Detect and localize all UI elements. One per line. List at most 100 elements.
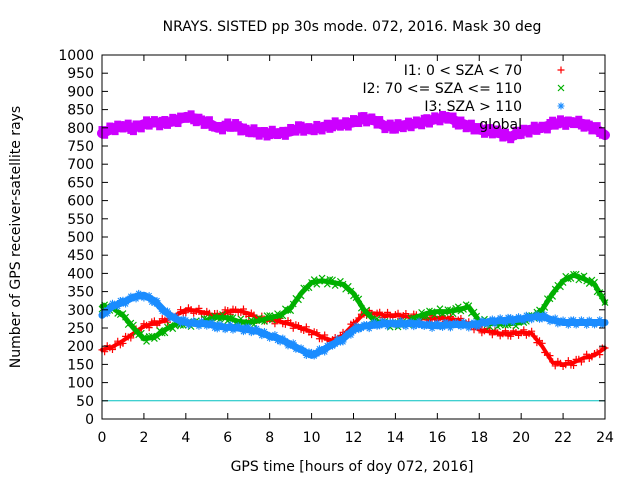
data-point [247,329,255,337]
data-point [103,127,111,135]
data-point [475,322,483,330]
data-point [108,299,116,307]
data-point [480,130,488,138]
data-point [239,305,247,313]
data-point [410,120,418,128]
data-point [179,315,187,323]
data-point [177,306,185,314]
data-point [122,313,130,321]
data-point [394,309,402,317]
data-point [101,131,109,139]
data-point [171,115,179,123]
data-point [407,124,415,132]
data-point [465,324,473,332]
series-2 [98,289,609,360]
data-point [418,308,426,316]
data-point [384,323,392,331]
data-point [447,306,454,314]
data-point [528,127,536,135]
y-tick-label: 100 [67,376,94,392]
data-point [365,311,373,319]
data-point [355,295,363,303]
data-point [198,115,206,123]
data-point [467,119,475,127]
data-point [263,312,271,320]
data-point [543,295,551,303]
y-axis-label: Number of GPS receiver-satellite rays [8,106,24,368]
data-point [315,345,323,353]
data-point [370,117,378,125]
data-point [373,121,381,129]
data-point [350,327,357,335]
data-point [567,275,575,282]
data-point [329,276,336,284]
data-point [234,322,242,330]
data-point [423,320,431,328]
data-point [418,322,426,330]
legend-label: I1: 0 < SZA < 70 [404,63,522,79]
data-point [145,292,153,300]
data-point [297,121,305,129]
data-point [551,362,559,370]
data-point [549,292,557,300]
data-point [224,118,232,126]
data-point [591,278,598,286]
data-point [260,127,268,135]
data-point [415,317,423,325]
data-point [528,327,536,335]
x-tick-label: 20 [512,430,530,446]
y-tick-label: 900 [67,84,94,100]
data-point [334,335,342,343]
data-point [266,132,274,140]
data-point [302,323,310,331]
data-point [402,323,410,331]
data-point [446,324,454,332]
data-point [166,314,174,322]
data-point [224,324,232,332]
data-point [365,325,373,333]
data-point [331,117,339,125]
y-tick-label: 250 [67,321,94,337]
data-point [376,308,384,316]
data-point [198,317,206,325]
data-point [528,316,536,324]
data-point [520,317,528,325]
data-point [203,120,211,128]
data-point [549,116,557,124]
data-point [583,350,591,358]
data-point [428,324,436,332]
data-point [258,332,266,340]
legend-marker [557,102,565,110]
data-point [127,292,135,300]
data-point [342,117,350,125]
data-point [551,285,559,293]
data-point [148,120,156,128]
data-point [284,306,292,314]
data-point [402,121,410,129]
data-point [321,348,329,356]
x-tick-label: 16 [428,430,446,446]
y-tick-label: 750 [67,139,94,155]
x-tick-label: 4 [181,430,190,446]
data-point [219,127,227,135]
data-point [538,339,546,347]
data-point [473,323,481,331]
data-point [391,126,399,134]
data-point [454,303,462,311]
data-point [512,322,520,330]
legend-label: global [479,117,522,133]
y-tick-label: 950 [67,66,94,82]
data-point [546,318,554,326]
data-point [593,122,601,130]
data-point [237,324,245,332]
data-point [347,287,355,295]
data-point [473,312,481,320]
data-point [174,316,182,324]
data-point [339,338,347,346]
data-point [140,121,148,129]
data-point [350,115,357,123]
data-point [171,312,179,320]
legend-marker [557,84,565,92]
data-point [541,304,549,311]
data-point [559,279,567,287]
